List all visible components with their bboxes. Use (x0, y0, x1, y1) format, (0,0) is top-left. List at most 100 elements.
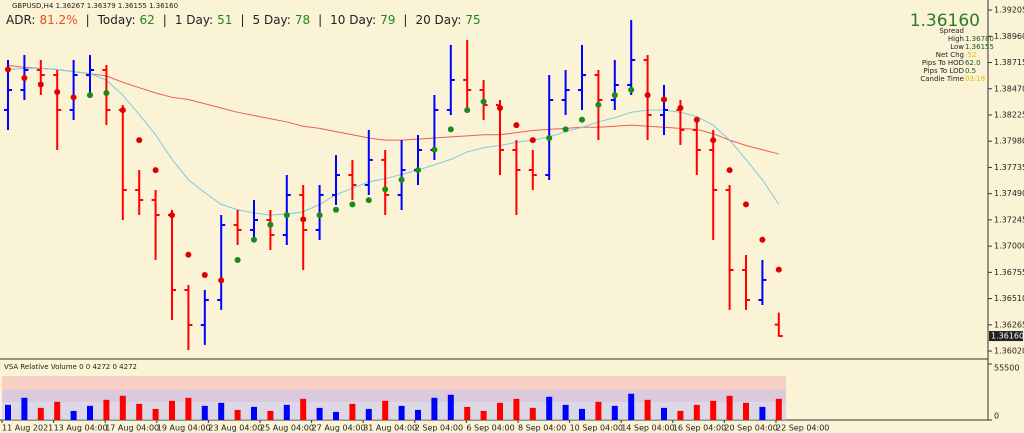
trend-dot (283, 212, 290, 219)
trend-dot (251, 236, 257, 243)
volume-bar (201, 405, 208, 420)
y-tick-label: 55500 (994, 364, 1019, 373)
volume-bar (693, 404, 700, 420)
volume-bar (595, 401, 602, 420)
x-tick-label: 10 Sep 04:00 (570, 424, 623, 433)
x-tick-label: 2 Sep 04:00 (415, 424, 463, 433)
stat-value: 79 (380, 13, 395, 27)
volume-bar (349, 403, 356, 420)
volume-bar (480, 410, 487, 420)
y-tick-label: 1.39205 (994, 6, 1024, 15)
stat-label: 20 Day: (415, 13, 461, 27)
stat-label: Today: (97, 13, 136, 27)
volume-bar (136, 403, 143, 420)
stat-value: 51 (217, 13, 232, 27)
trend-dot (562, 126, 569, 133)
info-label: Spread (939, 27, 964, 35)
trend-dot (743, 201, 749, 208)
x-tick-label: 23 Aug 04:00 (208, 424, 262, 433)
volume-bar (37, 407, 44, 420)
y-tick-label: 1.37490 (994, 189, 1024, 198)
y-tick-label: 1.37735 (994, 163, 1024, 172)
info-value: 1.36780 (965, 35, 994, 43)
trend-dot (480, 98, 487, 105)
stat-value: 75 (465, 13, 480, 27)
y-tick-label: 1.36755 (994, 268, 1024, 277)
separator: | (86, 13, 90, 27)
trend-dot (201, 272, 208, 279)
trend-dot (152, 167, 159, 174)
volume-bar (185, 397, 192, 420)
trend-dot (5, 66, 11, 73)
trend-dot (661, 96, 667, 103)
x-tick-label: 11 Aug 2021 (2, 424, 53, 433)
x-tick-label: 25 Aug 04:00 (260, 424, 314, 433)
trend-dot (119, 107, 126, 114)
y-tick-label: 1.36510 (994, 294, 1024, 303)
y-tick-label: 1.38715 (994, 58, 1024, 67)
volume-bar (333, 411, 339, 420)
trend-dot (54, 88, 61, 95)
trend-dot (382, 186, 389, 193)
volume-bar (267, 410, 274, 420)
x-tick-label: 19 Aug 04:00 (157, 424, 211, 433)
x-tick-label: 16 Sep 04:00 (673, 424, 726, 433)
trend-dot (333, 206, 339, 213)
volume-bar (661, 407, 667, 420)
y-tick-label: 1.37245 (994, 215, 1024, 224)
x-tick-label: 27 Aug 04:00 (312, 424, 366, 433)
info-value: 62.0 (965, 59, 981, 67)
trend-dot (595, 101, 602, 108)
volume-bar (87, 405, 93, 420)
info-label: Low (950, 43, 964, 51)
info-value: -52 (965, 51, 976, 59)
trend-dot (628, 86, 635, 93)
trend-dot (611, 92, 618, 99)
x-tick-label: 31 Aug 04:00 (363, 424, 417, 433)
volume-bar (447, 394, 454, 420)
volume-bar (726, 395, 733, 420)
info-label: Pips To HOD (922, 59, 964, 67)
last-price-label: 1.36160 (991, 332, 1024, 341)
volume-bar (611, 405, 618, 420)
x-tick-label: 20 Sep 04:00 (724, 424, 777, 433)
volume-bar (283, 404, 290, 420)
x-tick-label: 17 Aug 04:00 (105, 424, 159, 433)
volume-bar (644, 399, 651, 420)
trend-dot (349, 201, 356, 208)
trend-dot (431, 146, 438, 153)
x-tick-label: 6 Sep 04:00 (466, 424, 514, 433)
volume-bar (562, 404, 569, 420)
volume-bar (365, 408, 372, 420)
volume-bar (234, 409, 241, 420)
y-tick-label: 1.36020 (994, 347, 1024, 356)
trend-dot (726, 167, 733, 174)
info-label: Pips To LOD (924, 67, 964, 75)
trend-dot (316, 212, 323, 219)
stat-label: 1 Day: (175, 13, 213, 27)
trend-dot (579, 116, 585, 123)
volume-bar (431, 397, 438, 420)
info-value: 0.5 (965, 67, 976, 75)
trend-dot (464, 107, 471, 114)
stat-label: ADR: (6, 13, 35, 27)
volume-bar (316, 407, 323, 420)
trend-dot (300, 216, 307, 223)
volume-bar (497, 402, 503, 420)
volume-bar (759, 406, 766, 420)
stat-label: 10 Day: (330, 13, 376, 27)
trend-dot (169, 212, 175, 219)
trend-dot (497, 105, 503, 112)
trend-dot (677, 105, 684, 112)
last-price-box (989, 331, 1023, 342)
trend-dot (775, 266, 782, 273)
volume-bar (119, 395, 126, 420)
trend-dot (103, 90, 110, 97)
volume-bar (628, 393, 635, 420)
volume-bar (152, 408, 159, 420)
volume-bar (169, 400, 175, 420)
current-price: 1.36160 (910, 11, 980, 31)
y-tick-label: 1.36265 (994, 320, 1024, 329)
volume-bar (546, 396, 553, 420)
